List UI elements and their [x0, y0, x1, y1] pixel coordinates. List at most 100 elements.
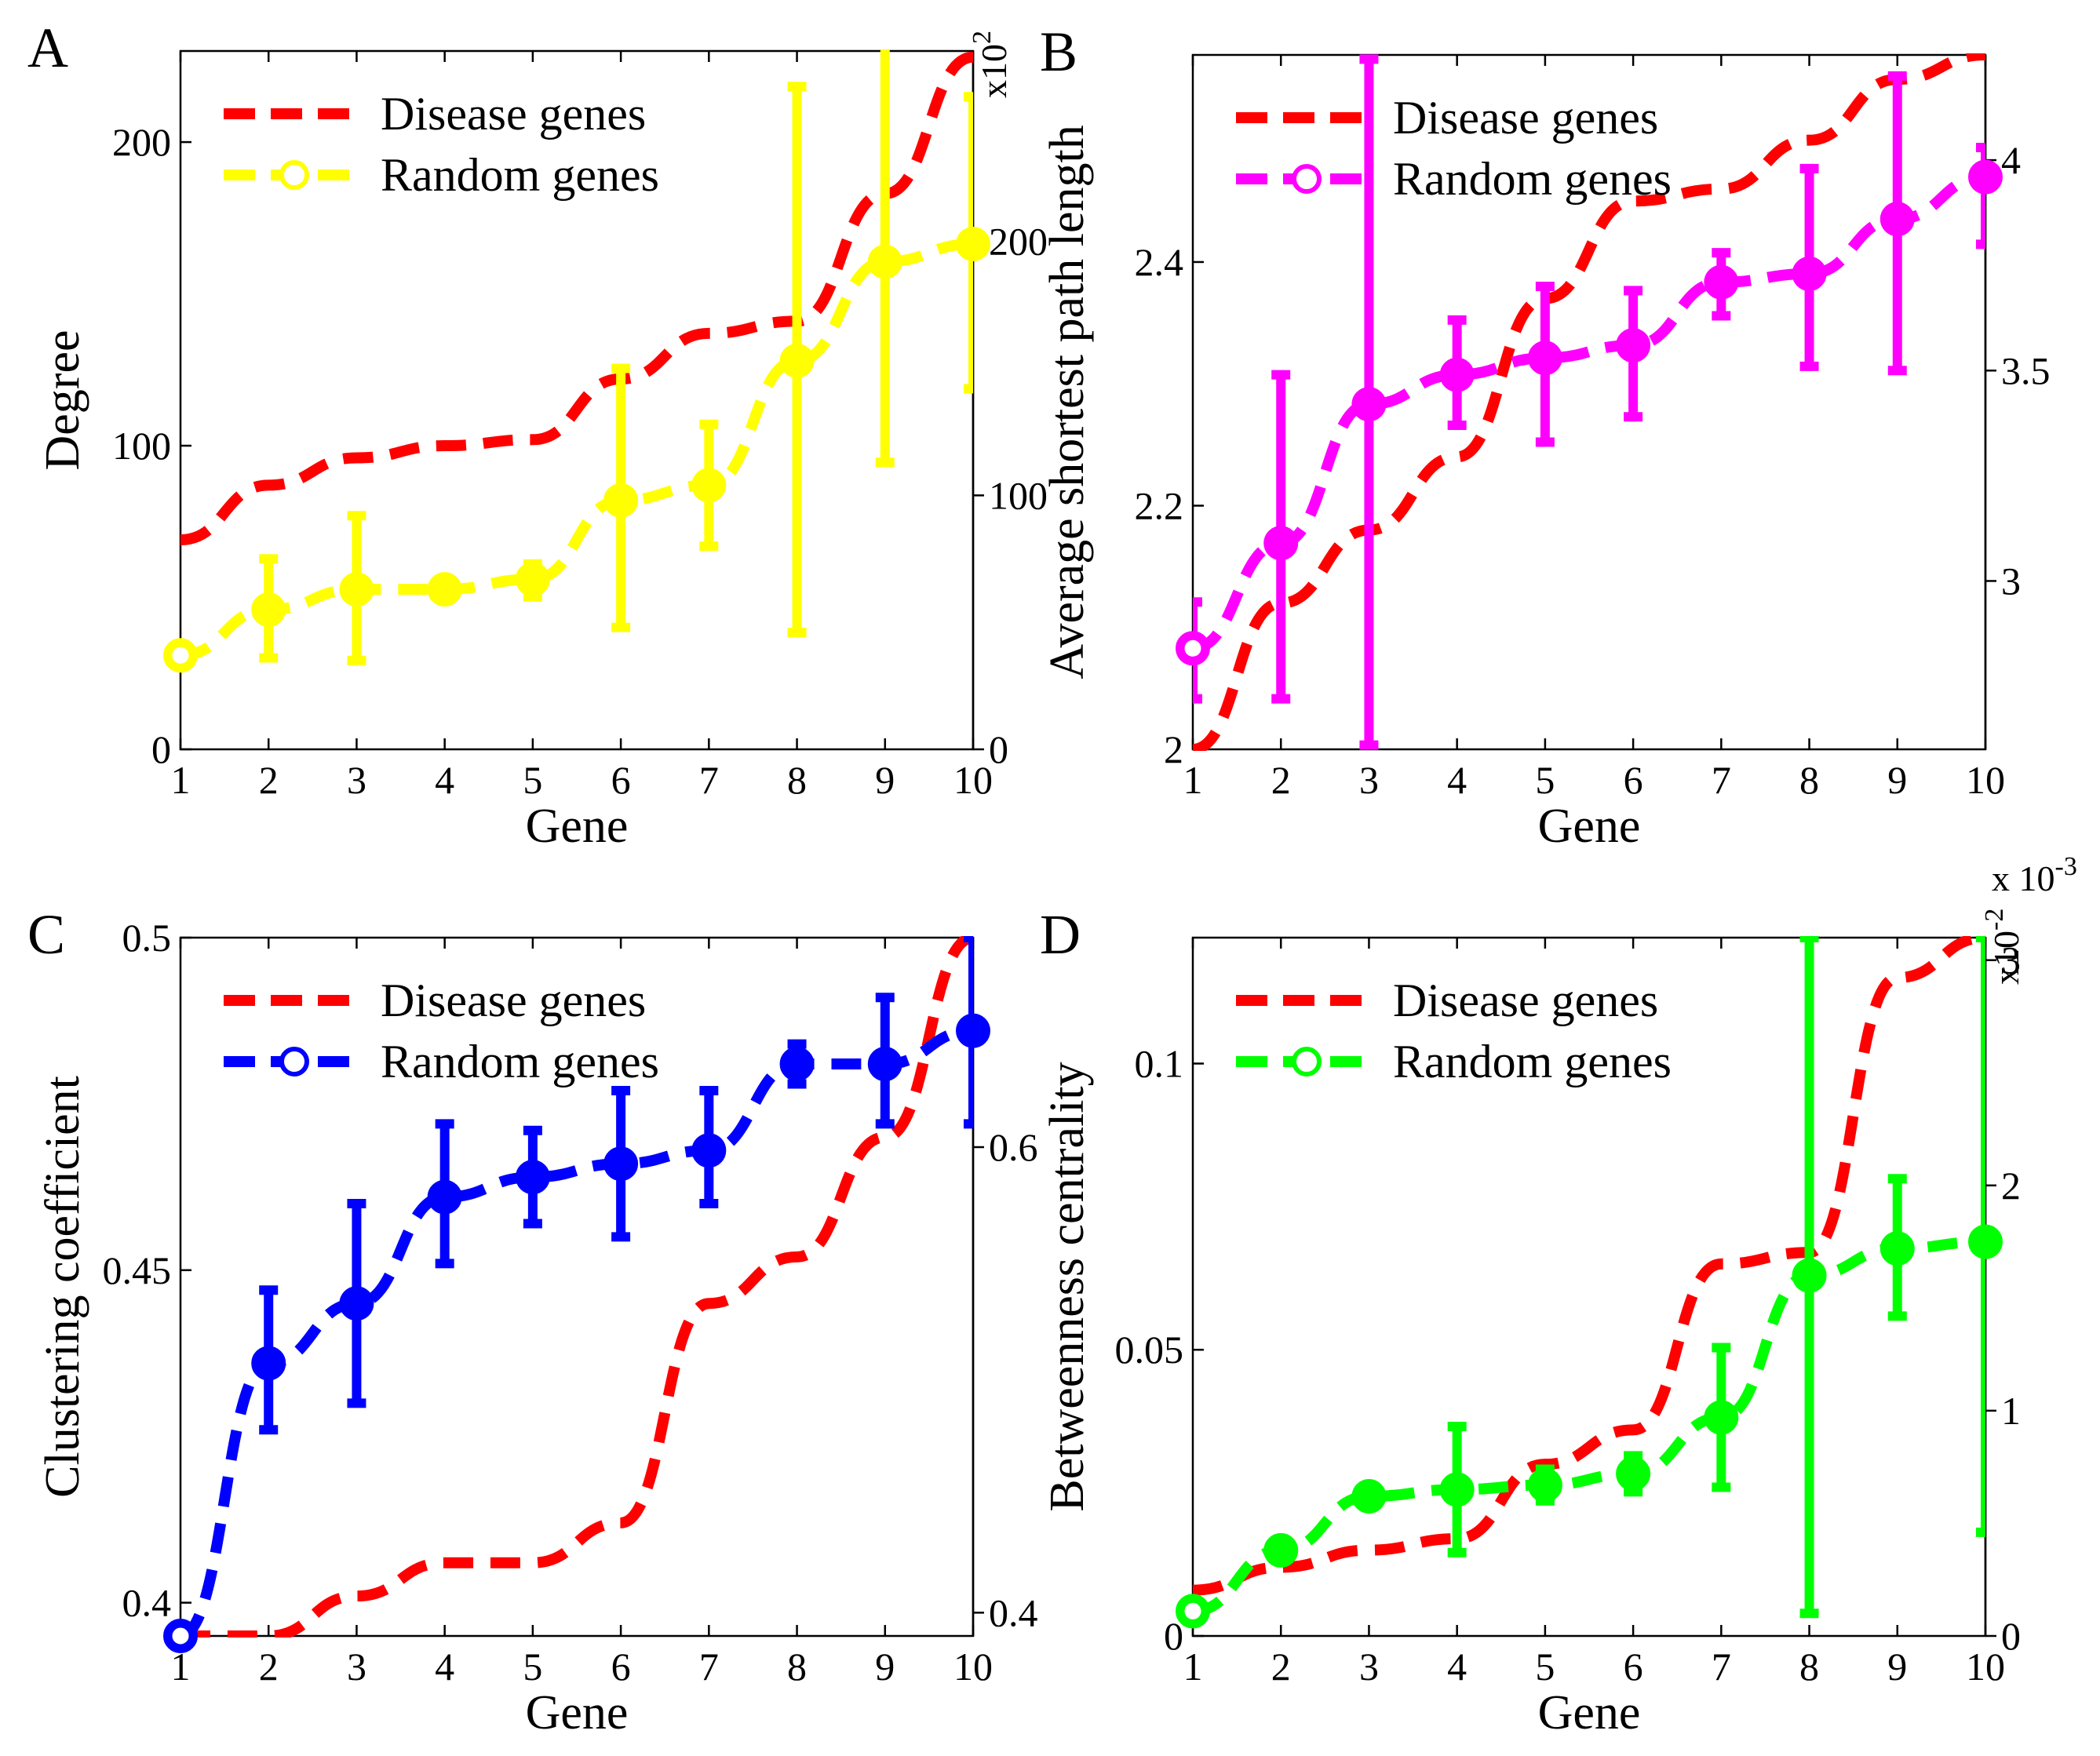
data-point — [1616, 328, 1651, 363]
data-point — [515, 562, 550, 597]
data-point-hollow — [166, 1622, 195, 1650]
x-tick-label: 6 — [1624, 1645, 1643, 1689]
y2-tick-label: 0 — [2001, 1614, 2021, 1658]
data-point — [779, 343, 815, 378]
data-point — [867, 1047, 902, 1082]
x-tick-label: 7 — [699, 1645, 719, 1689]
panel-letter: B — [1040, 20, 1077, 83]
x-axis-title: Gene — [1538, 1686, 1641, 1740]
legend-label-0: Disease genes — [381, 88, 646, 140]
data-point — [1263, 1532, 1299, 1568]
y-tick-label: 100 — [112, 424, 171, 468]
data-point — [603, 483, 639, 518]
y-top-multiplier: x 10-3 — [1992, 852, 2077, 898]
y2-multiplier-base: x10 — [974, 44, 1014, 98]
x-tick-label: 9 — [875, 758, 895, 802]
y2-tick-label: 3 — [2001, 559, 2021, 603]
data-point — [515, 1160, 550, 1195]
x-tick-label: 10 — [953, 758, 993, 802]
x-tick-label: 3 — [1359, 1645, 1379, 1689]
y-tick-label: 0.5 — [122, 916, 172, 960]
data-point — [867, 244, 902, 279]
y-tick-label: 0 — [151, 727, 171, 771]
y-axis-title: Betweenness centrality — [1041, 1062, 1094, 1511]
x-tick-label: 2 — [1271, 758, 1291, 802]
x-tick-label: 1 — [1183, 758, 1203, 802]
x-axis-title: Gene — [526, 800, 629, 853]
data-point — [339, 572, 374, 607]
y-tick-label: 2.2 — [1135, 483, 1184, 527]
x-tick-label: 3 — [347, 1645, 366, 1689]
data-point — [1792, 256, 1827, 291]
y2-tick-label: 1 — [2001, 1389, 2021, 1433]
data-point — [251, 1346, 286, 1381]
data-point — [1968, 159, 2003, 195]
x-tick-label: 4 — [435, 758, 454, 802]
x-tick-label: 8 — [787, 758, 807, 802]
y-axis-title: Clustering coefficient — [36, 1076, 89, 1498]
x-tick-label: 9 — [875, 1645, 895, 1689]
x-tick-label: 5 — [1535, 1645, 1555, 1689]
panel-letter: C — [27, 903, 65, 966]
y-tick-label: 0.1 — [1135, 1041, 1184, 1085]
y2-tick-label: 100 — [989, 473, 1048, 517]
x-tick-label: 7 — [1712, 1645, 1731, 1689]
legend-marker — [279, 1047, 309, 1077]
data-point-hollow — [166, 641, 195, 669]
y2-tick-label: 2 — [2001, 1164, 2021, 1208]
data-point — [1968, 1224, 2003, 1259]
series-line-1 — [1193, 1236, 1985, 1617]
legend-marker — [1292, 164, 1322, 194]
y-tick-label: 2 — [1164, 727, 1183, 771]
y2-tick-label: 0 — [989, 727, 1008, 771]
y2-multiplier-base: x10 — [1986, 931, 2026, 985]
x-tick-label: 10 — [953, 1645, 993, 1689]
y-axis-title: Average shortest path length — [1041, 125, 1094, 679]
data-point — [1879, 202, 1915, 237]
data-point — [1879, 1231, 1915, 1266]
x-tick-label: 3 — [347, 758, 366, 802]
y-tick-label: 0.45 — [103, 1248, 172, 1292]
series-line-1 — [1193, 171, 1985, 654]
legend-label-0: Disease genes — [1393, 975, 1658, 1026]
x-tick-label: 9 — [1887, 758, 1907, 802]
data-point — [1527, 341, 1562, 376]
data-point — [1351, 1479, 1387, 1514]
series-line-1 — [180, 1025, 973, 1638]
data-point — [1704, 1400, 1739, 1435]
x-tick-label: 10 — [1966, 1645, 2005, 1689]
x-tick-label: 6 — [1624, 758, 1643, 802]
data-point — [427, 1179, 462, 1215]
y2-tick-label: 4 — [2001, 138, 2021, 182]
data-point — [427, 572, 462, 607]
y2-tick-label: 3.5 — [2001, 348, 2051, 392]
x-tick-label: 8 — [787, 1645, 807, 1689]
x-tick-label: 1 — [171, 758, 191, 802]
data-point — [1439, 1472, 1475, 1507]
data-point — [251, 592, 286, 627]
data-point — [1263, 526, 1299, 561]
data-point-hollow — [1179, 634, 1207, 662]
y2-multiplier: x10-2 — [1980, 909, 2026, 985]
legend-label-0: Disease genes — [381, 975, 646, 1026]
x-tick-label: 4 — [435, 1645, 454, 1689]
y2-tick-label: 3 — [2001, 938, 2021, 982]
series-line-0 — [1193, 53, 1985, 751]
data-point — [1616, 1456, 1651, 1492]
legend-marker — [1292, 1047, 1322, 1077]
y2-tick-label: 0.4 — [989, 1590, 1038, 1634]
legend-label-1: Random genes — [381, 1036, 659, 1087]
data-point — [779, 1047, 815, 1082]
data-point — [1351, 387, 1387, 422]
x-tick-label: 4 — [1447, 758, 1467, 802]
data-point — [1792, 1258, 1827, 1293]
legend-label-1: Random genes — [1393, 1036, 1672, 1087]
legend-label-0: Disease genes — [1393, 92, 1658, 144]
x-tick-label: 1 — [1183, 1645, 1203, 1689]
data-point — [691, 1133, 727, 1168]
legend-label-1: Random genes — [1393, 153, 1672, 205]
legend-label-1: Random genes — [381, 149, 659, 201]
